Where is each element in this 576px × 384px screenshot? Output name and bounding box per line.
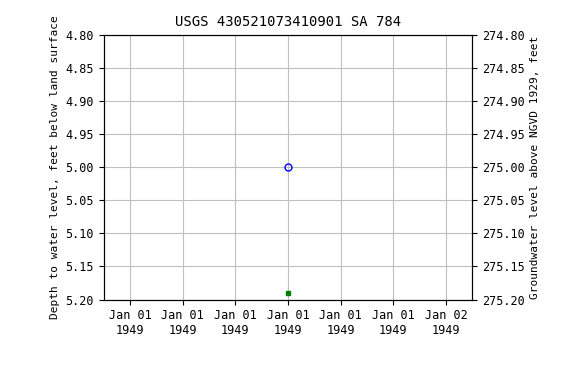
Title: USGS 430521073410901 SA 784: USGS 430521073410901 SA 784: [175, 15, 401, 29]
Y-axis label: Groundwater level above NGVD 1929, feet: Groundwater level above NGVD 1929, feet: [530, 35, 540, 299]
Y-axis label: Depth to water level, feet below land surface: Depth to water level, feet below land su…: [50, 15, 60, 319]
